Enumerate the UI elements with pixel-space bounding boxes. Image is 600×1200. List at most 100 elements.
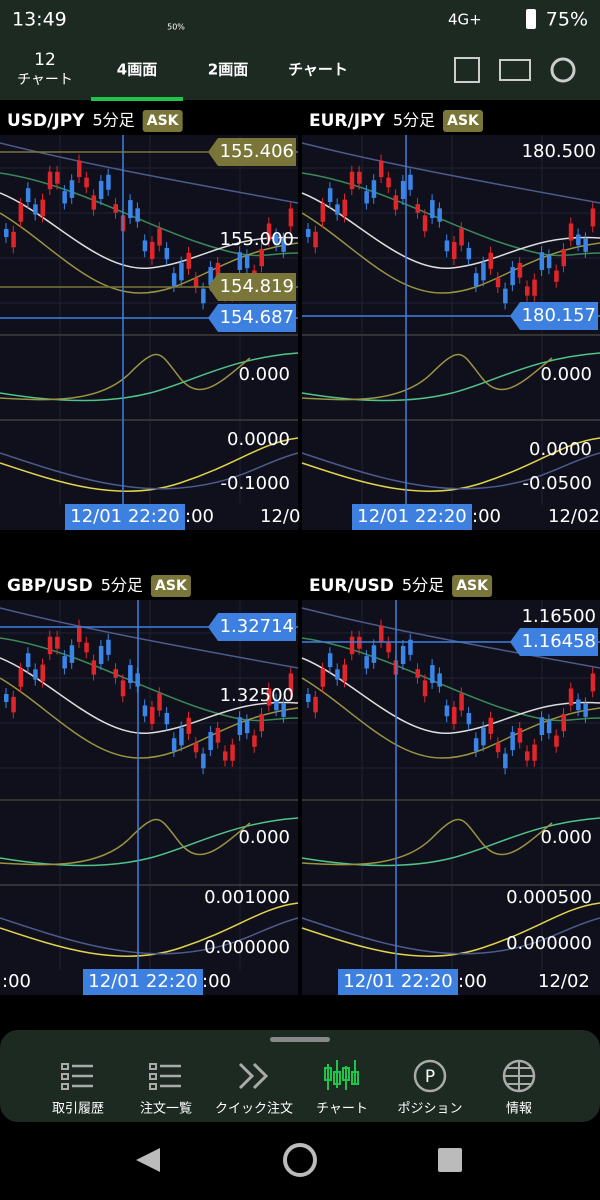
price-badge bbox=[208, 138, 296, 166]
ask-badge: ASK bbox=[147, 113, 180, 129]
nav-icon[interactable]: P bbox=[413, 1059, 447, 1093]
bottom-nav-bg bbox=[0, 1030, 600, 1122]
status-time: 13:49 bbox=[12, 9, 67, 31]
tab[interactable]: 2画面 bbox=[208, 61, 248, 79]
time-label: :00 bbox=[2, 971, 31, 992]
ask-badge-bg bbox=[150, 575, 191, 597]
tab-count-label[interactable]: チャート bbox=[17, 72, 73, 88]
indicator-label: 0.000 bbox=[238, 827, 290, 848]
timeframe: 5分足 bbox=[92, 111, 134, 130]
price-label: 1.32500 bbox=[220, 685, 294, 706]
status-network: 4G+ bbox=[448, 11, 482, 29]
indicator-label: -0.0500 bbox=[523, 473, 592, 494]
price-badge bbox=[208, 273, 296, 301]
indicator-label: 0.000000 bbox=[204, 937, 290, 958]
chart-drawing bbox=[301, 134, 600, 531]
system-nav bbox=[0, 1122, 600, 1200]
ask-badge: ASK bbox=[456, 578, 489, 594]
pair: GBP/USD bbox=[7, 576, 93, 596]
chart-panel[interactable]: GBP/USD 5分足 ASK 1.32714 1.32500 0.000 0.001000… bbox=[0, 575, 299, 996]
nav-label[interactable]: チャート bbox=[316, 1102, 368, 1117]
price-label: 154.819 bbox=[220, 276, 294, 297]
nav-icon[interactable] bbox=[61, 1063, 93, 1090]
tab[interactable]: 4画面 bbox=[117, 61, 157, 79]
indicator-label: -0.1000 bbox=[221, 473, 290, 494]
ask-badge-bg bbox=[443, 110, 483, 132]
time-label: :00 bbox=[185, 506, 214, 527]
timeframe: 5分足 bbox=[393, 111, 435, 130]
indicator-label: 0.000500 bbox=[506, 887, 592, 908]
price-label: 1.16500 bbox=[522, 606, 596, 627]
chart-panel[interactable]: USD/JPY 5分足 ASK 155.406 155.000 154.819 154.68… bbox=[0, 110, 300, 531]
nav-label[interactable]: 注文一覧 bbox=[140, 1101, 192, 1117]
chart-panel[interactable]: EUR/JPY 5分足 ASK 180.500 180.157 0.000 0.0000 -0… bbox=[301, 110, 600, 531]
indicator-label: 0.000 bbox=[238, 364, 290, 385]
nav-icon[interactable] bbox=[324, 1060, 359, 1090]
nav-label[interactable]: クイック注文 bbox=[215, 1102, 293, 1117]
time-label: 12/02 bbox=[548, 506, 600, 527]
price-label: 1.32714 bbox=[220, 616, 294, 637]
indicator-label: 0.0000 bbox=[529, 439, 592, 460]
price-label: 155.000 bbox=[220, 229, 294, 250]
indicator-label: 0.000 bbox=[540, 827, 592, 848]
status-battery: 75% bbox=[546, 9, 588, 31]
nav-label[interactable]: 取引履歴 bbox=[52, 1102, 104, 1117]
time-badge bbox=[83, 969, 203, 995]
nav-icon[interactable] bbox=[238, 1062, 269, 1090]
price-badge bbox=[510, 628, 598, 656]
nav-icon-circle bbox=[413, 1059, 447, 1093]
chart-panel[interactable]: EUR/USD 5分足 ASK 1.16500 1.16458 0.000 0.000500… bbox=[301, 575, 600, 996]
price-badge bbox=[208, 304, 296, 332]
nav-icon-candle bbox=[342, 1067, 350, 1081]
settings-icon[interactable] bbox=[550, 57, 576, 83]
time-badge bbox=[338, 969, 458, 995]
nav-icon-list bbox=[72, 1064, 93, 1088]
screen-icon[interactable] bbox=[499, 59, 531, 81]
price-label: 154.687 bbox=[220, 307, 294, 328]
time-badge bbox=[65, 504, 185, 530]
nav-icon-candles bbox=[327, 1060, 356, 1090]
layout-icon[interactable] bbox=[454, 57, 480, 83]
nav-icon-marks bbox=[61, 1063, 69, 1090]
back-button[interactable] bbox=[136, 1148, 160, 1172]
status-icon-text: 50% bbox=[167, 23, 185, 32]
nav-icon[interactable] bbox=[149, 1063, 181, 1090]
time-label: 12/02 bbox=[538, 971, 590, 992]
ask-badge: ASK bbox=[447, 113, 480, 129]
ask-badge: ASK bbox=[155, 578, 188, 594]
pair: EUR/JPY bbox=[309, 111, 386, 131]
nav-label[interactable]: ポジション bbox=[397, 1102, 462, 1117]
nav-icon-list bbox=[160, 1064, 181, 1088]
pair: EUR/USD bbox=[309, 576, 394, 596]
tab[interactable]: チャート bbox=[288, 61, 348, 79]
drag-handle bbox=[270, 1037, 330, 1042]
time-label: 12/0 bbox=[260, 506, 300, 527]
top-bar-bg bbox=[0, 0, 600, 100]
indicator-label: 0.001000 bbox=[204, 887, 290, 908]
nav-icon[interactable] bbox=[502, 1059, 536, 1093]
time-label: :00 bbox=[202, 971, 231, 992]
chart-drawing bbox=[0, 599, 299, 996]
ask-badge-bg bbox=[452, 575, 493, 597]
time-badge bbox=[352, 504, 472, 530]
time-label: 12/01 22:20 bbox=[343, 971, 452, 992]
nav-icon-candle bbox=[324, 1067, 332, 1081]
nav-icon-candle bbox=[333, 1071, 341, 1085]
timeframe: 5分足 bbox=[101, 576, 143, 595]
battery-icon bbox=[526, 9, 536, 29]
time-label: 12/01 22:20 bbox=[357, 506, 466, 527]
indicator-label: 0.0000 bbox=[227, 429, 290, 450]
price-label: 180.157 bbox=[522, 305, 596, 326]
price-label: 155.406 bbox=[220, 141, 294, 162]
indicator-label: 0.000 bbox=[540, 364, 592, 385]
time-label: 12/01 22:20 bbox=[88, 971, 197, 992]
price-label: 180.500 bbox=[522, 141, 596, 162]
recents-button[interactable] bbox=[438, 1148, 462, 1172]
pair: USD/JPY bbox=[7, 111, 85, 131]
price-badge bbox=[510, 302, 598, 330]
nav-icon-candle bbox=[351, 1071, 359, 1085]
nav-label[interactable]: 情報 bbox=[506, 1102, 532, 1117]
price-label: 1.16458 bbox=[522, 631, 596, 652]
home-button[interactable] bbox=[283, 1143, 317, 1177]
